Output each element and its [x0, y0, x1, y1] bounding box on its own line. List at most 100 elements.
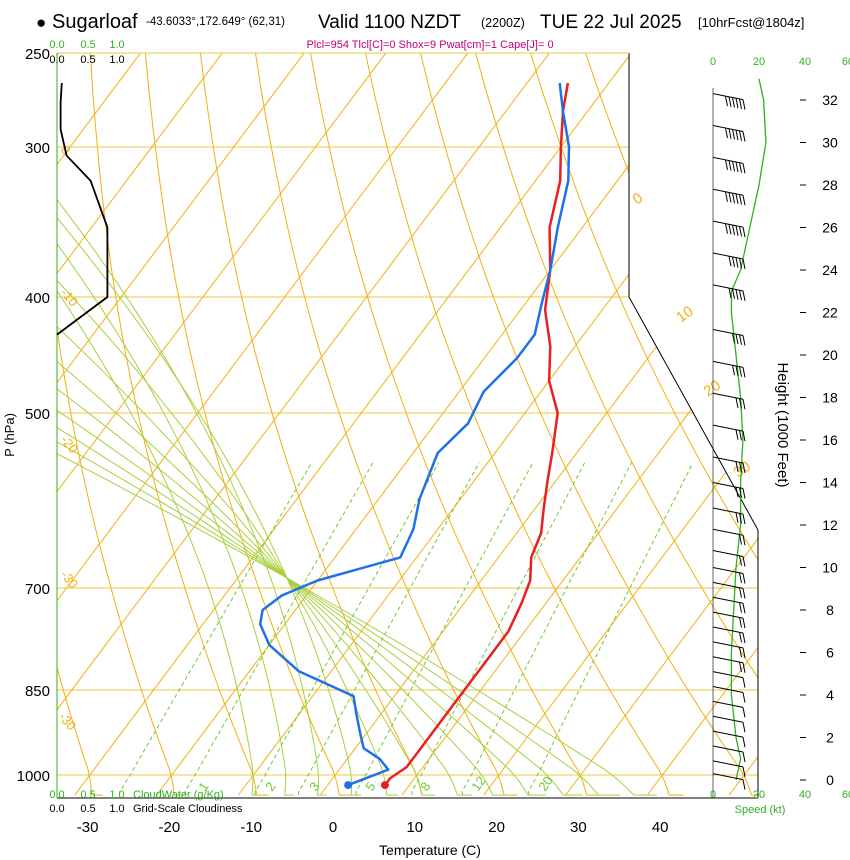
wind-barb: [712, 611, 746, 629]
wind-barb-feather: [739, 487, 742, 498]
cloudiness-tick-top: 0.5: [80, 54, 95, 66]
wind-barb-staff: [712, 730, 744, 738]
wind-barb-feather: [739, 534, 742, 545]
isotherm-line: [57, 53, 469, 602]
wind-barb-feather: [742, 588, 746, 599]
wind-barb-feather: [742, 399, 746, 410]
dry-adiabat-line: [419, 53, 758, 796]
height-tick-label: 32: [822, 92, 838, 108]
wind-barb-feather: [728, 128, 732, 139]
temperature-line: [383, 82, 570, 786]
wind-speed-line: [730, 78, 767, 781]
wind-barb-feather: [739, 513, 742, 524]
height-tick-label: 16: [822, 432, 838, 448]
dry-adiabat-line: [309, 53, 601, 796]
wind-barb-feather: [728, 160, 732, 171]
mixing-ratio-line: [461, 462, 632, 796]
wind-barb: [712, 125, 746, 142]
wind-barb-feather: [739, 130, 742, 141]
wind-barb-staff: [712, 581, 744, 589]
isotherm-line: [319, 210, 758, 796]
wind-barb-feather: [742, 692, 746, 703]
wind-barb: [712, 360, 746, 378]
dry-adiabat-line: [364, 53, 684, 796]
isotherm-line: [57, 53, 387, 493]
height-tick-label: 26: [822, 220, 838, 236]
wind-barb-staff: [712, 93, 744, 101]
wind-barb: [712, 252, 746, 270]
wind-barb-staff: [712, 611, 744, 619]
wind-barb-staff: [712, 284, 744, 292]
wind-barb-staff: [712, 360, 744, 368]
wind-barb: [712, 550, 746, 567]
wind-barb-feather: [735, 130, 739, 141]
wind-barb: [712, 188, 746, 206]
height-tick-label: 18: [822, 390, 838, 406]
wind-barb-feather: [739, 602, 742, 613]
wind-barb-feather: [742, 677, 746, 688]
wind-barb-feather: [735, 397, 739, 408]
isotherm-label: 10: [673, 303, 696, 326]
wind-barb-feather: [742, 163, 746, 174]
site-coords: -43.6033°,172.649° (62,31): [146, 16, 285, 28]
wind-barb: [712, 596, 746, 614]
cloudwater-label: CloudWater (g/Kg): [133, 789, 224, 801]
wind-barb: [712, 745, 746, 763]
height-tick-label: 4: [826, 687, 834, 703]
wind-barb-feather: [739, 647, 742, 658]
dry-adiabat-line: [57, 665, 103, 796]
wind-barb-feather: [732, 288, 735, 299]
dry-adiabat-line: [837, 15, 850, 795]
params-line: Plcl=954 Tlcl[C]=0 Shox=9 Pwat[cm]=1 Cap…: [306, 39, 553, 51]
wind-barb-feather: [725, 223, 728, 234]
wind-barb-feather: [739, 430, 742, 441]
wind-barb-feather: [732, 256, 735, 267]
wind-barb-feather: [725, 127, 728, 139]
profile-layer: [56, 82, 571, 790]
temperature-tick-label: 0: [329, 819, 337, 836]
mixing-ratio-line: [184, 462, 374, 796]
wind-barb-staff: [712, 125, 744, 132]
wind-barb-feather: [732, 193, 735, 204]
wind-barb-staff: [712, 528, 744, 536]
cloudiness-label: Grid-Scale Cloudiness: [133, 803, 243, 815]
isotherm-line: [483, 428, 758, 796]
wind-barb-feather: [739, 398, 742, 409]
dry-adiabat-line: [783, 15, 850, 795]
temperature-tick-label: 20: [488, 819, 505, 836]
isotherm-line: [57, 53, 305, 384]
grid-layer: 250300400500700850100001020300-10-20-30-…: [17, 15, 850, 836]
wind-barb-feather: [732, 224, 735, 236]
speed-tick-bottom: 60: [842, 789, 850, 801]
wind-barb: [712, 626, 746, 644]
moist-adiabat-line: [57, 409, 546, 796]
wind-barb-feather: [742, 431, 746, 442]
dry-adiabat-line: [254, 53, 518, 796]
wind-barb-feather: [735, 429, 739, 440]
wind-barb-feather: [742, 462, 746, 474]
wind-barb-feather: [742, 488, 746, 499]
height-tick-label: 24: [822, 262, 838, 278]
wind-barb-staff: [712, 392, 744, 400]
wind-barb-staff: [712, 760, 744, 768]
wind-barb-feather: [728, 287, 732, 299]
wind-barb: [712, 329, 746, 346]
cloudiness-line: [56, 82, 109, 336]
wind-barb-feather: [732, 365, 735, 376]
cloudiness-tick-top: 1.0: [109, 54, 124, 66]
wind-barb-staff: [712, 686, 744, 693]
wind-barb: [712, 507, 746, 525]
height-tick-label: 14: [822, 475, 838, 491]
pressure-tick-label: 250: [25, 46, 50, 63]
isotherm-label: -30: [56, 709, 80, 733]
moist-adiabat-line: [57, 217, 362, 796]
wind-barb-feather: [725, 96, 728, 107]
wind-barb-feather: [742, 603, 746, 614]
wind-barb-feather: [739, 194, 742, 205]
wind-barb-feather: [742, 227, 746, 238]
wind-barb-feather: [742, 535, 746, 546]
wind-barb-staff: [712, 567, 744, 574]
moist-adiabat-line: [57, 326, 436, 796]
dewpoint-line: [258, 82, 571, 787]
